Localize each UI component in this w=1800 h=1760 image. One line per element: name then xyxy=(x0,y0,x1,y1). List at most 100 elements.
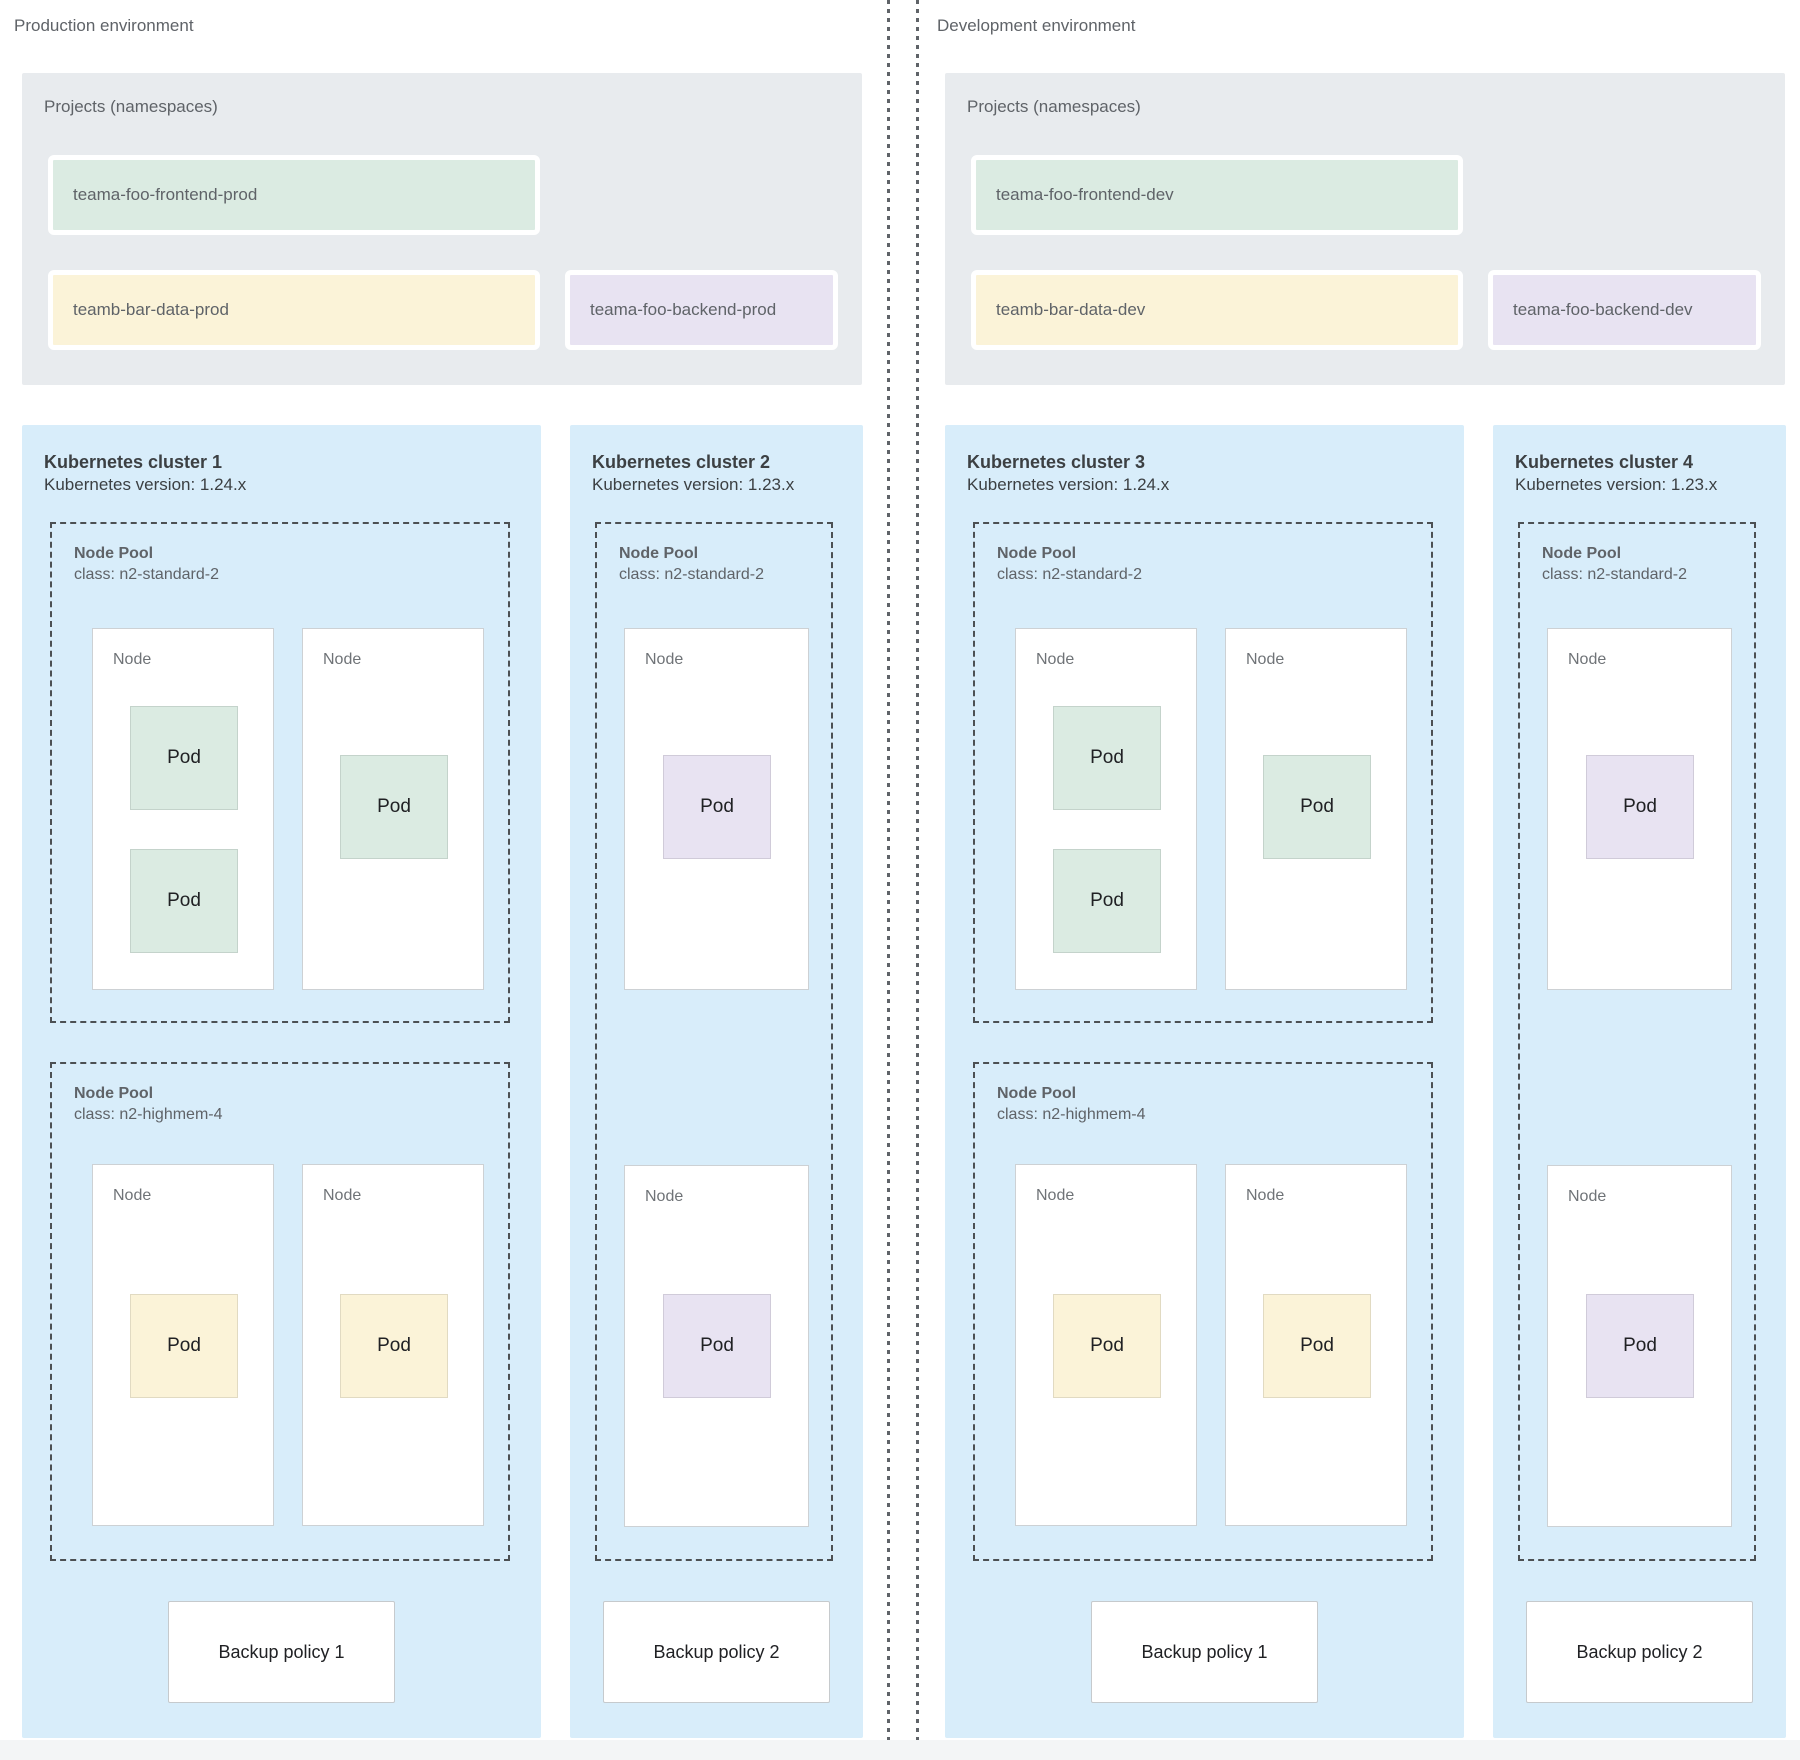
node-pool-highmem: Node Pool class: n2-highmem-4 Node Pod N… xyxy=(973,1062,1433,1561)
node-pool-standard: Node Pool class: n2-standard-2 Node Pod … xyxy=(973,522,1433,1023)
node-pool-class: class: n2-highmem-4 xyxy=(74,1105,223,1123)
node-label: Node xyxy=(113,1187,152,1204)
projects-namespaces-box: Projects (namespaces) teama-foo-frontend… xyxy=(945,73,1785,385)
node-pool-class: class: n2-standard-2 xyxy=(619,565,764,583)
cluster-header: Kubernetes cluster 4 Kubernetes version:… xyxy=(1515,451,1717,496)
node: Node Pod xyxy=(1015,1164,1197,1526)
node-pool-header: Node Pool class: n2-standard-2 xyxy=(997,544,1142,586)
node-pool-standard: Node Pool class: n2-standard-2 Node Pod … xyxy=(1518,522,1756,1561)
node-pool-header: Node Pool class: n2-highmem-4 xyxy=(74,1084,223,1126)
node: Node Pod Pod xyxy=(92,628,274,990)
pod: Pod xyxy=(130,706,238,810)
pod: Pod xyxy=(130,849,238,953)
environment-label: Development environment xyxy=(937,16,1136,35)
cluster-header: Kubernetes cluster 3 Kubernetes version:… xyxy=(967,451,1169,496)
node-pool-header: Node Pool class: n2-highmem-4 xyxy=(997,1084,1146,1126)
cluster-title: Kubernetes cluster 3 xyxy=(967,452,1146,472)
backup-policy: Backup policy 1 xyxy=(168,1601,395,1703)
cluster-version: Kubernetes version: 1.23.x xyxy=(1515,475,1718,495)
pod: Pod xyxy=(1053,849,1161,953)
pod: Pod xyxy=(663,1294,771,1398)
node: Node Pod Pod xyxy=(1015,628,1197,990)
cluster-header: Kubernetes cluster 1 Kubernetes version:… xyxy=(44,451,246,496)
projects-namespaces-box: Projects (namespaces) teama-foo-frontend… xyxy=(22,73,862,385)
cluster-title: Kubernetes cluster 1 xyxy=(44,452,223,472)
node: Node Pod xyxy=(302,628,484,990)
node-pool-title: Node Pool xyxy=(74,1085,154,1102)
kubernetes-cluster-3: Kubernetes cluster 3 Kubernetes version:… xyxy=(945,425,1464,1738)
bottom-margin-strip xyxy=(0,1740,1800,1760)
pod: Pod xyxy=(1053,1294,1161,1398)
namespace-label: teama-foo-backend-dev xyxy=(1513,300,1693,319)
projects-title: Projects (namespaces) xyxy=(967,97,1141,116)
node-label: Node xyxy=(1246,1187,1285,1204)
namespace-label: teamb-bar-data-prod xyxy=(73,300,229,319)
environment-label: Production environment xyxy=(14,16,194,35)
node-label: Node xyxy=(1568,651,1607,668)
namespace-frontend: teama-foo-frontend-dev xyxy=(971,155,1463,235)
cluster-header: Kubernetes cluster 2 Kubernetes version:… xyxy=(592,451,794,496)
namespace-data: teamb-bar-data-prod xyxy=(48,270,540,350)
node-pool-standard: Node Pool class: n2-standard-2 Node Pod … xyxy=(595,522,833,1561)
pod: Pod xyxy=(663,755,771,859)
node-label: Node xyxy=(1036,1187,1075,1204)
namespace-label: teama-foo-backend-prod xyxy=(590,300,777,319)
node-label: Node xyxy=(323,1187,362,1204)
pod: Pod xyxy=(1586,1294,1694,1398)
cluster-version: Kubernetes version: 1.24.x xyxy=(967,475,1170,495)
node-label: Node xyxy=(645,651,684,668)
node-pool-title: Node Pool xyxy=(1542,545,1622,562)
pod: Pod xyxy=(1586,755,1694,859)
node-label: Node xyxy=(1246,651,1285,668)
kubernetes-cluster-4: Kubernetes cluster 4 Kubernetes version:… xyxy=(1493,425,1786,1738)
node: Node Pod xyxy=(302,1164,484,1526)
projects-title: Projects (namespaces) xyxy=(44,97,218,116)
node: Node Pod xyxy=(1225,628,1407,990)
cluster-title: Kubernetes cluster 4 xyxy=(1515,452,1694,472)
node: Node Pod xyxy=(92,1164,274,1526)
node: Node Pod xyxy=(624,628,809,990)
node-pool-header: Node Pool class: n2-standard-2 xyxy=(1542,544,1687,586)
node-pool-title: Node Pool xyxy=(619,545,699,562)
node-pool-title: Node Pool xyxy=(997,545,1077,562)
backup-policy: Backup policy 2 xyxy=(1526,1601,1753,1703)
environment-divider-left-line xyxy=(887,0,890,1760)
node-label: Node xyxy=(323,651,362,668)
node-label: Node xyxy=(645,1188,684,1205)
cluster-title: Kubernetes cluster 2 xyxy=(592,452,771,472)
namespace-label: teamb-bar-data-dev xyxy=(996,300,1146,319)
namespace-backend: teama-foo-backend-dev xyxy=(1488,270,1761,350)
pod: Pod xyxy=(340,755,448,859)
environment-divider-right-line xyxy=(916,0,919,1760)
node-pool-title: Node Pool xyxy=(74,545,154,562)
cluster-version: Kubernetes version: 1.23.x xyxy=(592,475,795,495)
namespace-data: teamb-bar-data-dev xyxy=(971,270,1463,350)
development-environment: Development environment Projects (namesp… xyxy=(923,0,1800,1760)
node-label: Node xyxy=(1036,651,1075,668)
cluster-version: Kubernetes version: 1.24.x xyxy=(44,475,247,495)
pod: Pod xyxy=(1263,755,1371,859)
namespace-frontend: teama-foo-frontend-prod xyxy=(48,155,540,235)
production-environment: Production environment Projects (namespa… xyxy=(0,0,877,1760)
node-pool-title: Node Pool xyxy=(997,1085,1077,1102)
backup-policy: Backup policy 2 xyxy=(603,1601,830,1703)
node-label: Node xyxy=(113,651,152,668)
node-pool-highmem: Node Pool class: n2-highmem-4 Node Pod N… xyxy=(50,1062,510,1561)
kubernetes-cluster-1: Kubernetes cluster 1 Kubernetes version:… xyxy=(22,425,541,1738)
node-pool-class: class: n2-standard-2 xyxy=(997,565,1142,583)
node-pool-class: class: n2-highmem-4 xyxy=(997,1105,1146,1123)
node: Node Pod xyxy=(1547,1165,1732,1527)
pod: Pod xyxy=(1263,1294,1371,1398)
namespace-label: teama-foo-frontend-prod xyxy=(73,185,258,204)
kubernetes-cluster-2: Kubernetes cluster 2 Kubernetes version:… xyxy=(570,425,863,1738)
node-pool-class: class: n2-standard-2 xyxy=(74,565,219,583)
namespace-label: teama-foo-frontend-dev xyxy=(996,185,1174,204)
node: Node Pod xyxy=(1547,628,1732,990)
namespace-backend: teama-foo-backend-prod xyxy=(565,270,838,350)
node-label: Node xyxy=(1568,1188,1607,1205)
pod: Pod xyxy=(340,1294,448,1398)
backup-policy: Backup policy 1 xyxy=(1091,1601,1318,1703)
node-pool-header: Node Pool class: n2-standard-2 xyxy=(74,544,219,586)
node: Node Pod xyxy=(1225,1164,1407,1526)
pod: Pod xyxy=(130,1294,238,1398)
